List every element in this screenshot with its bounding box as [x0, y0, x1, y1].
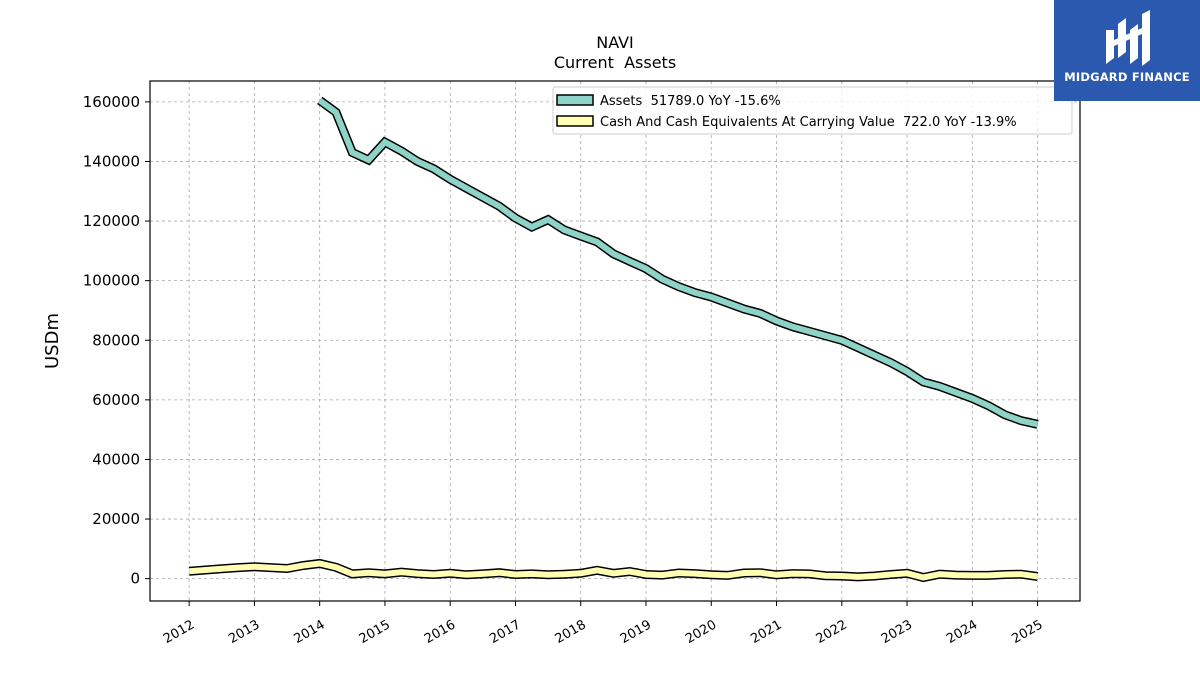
grid — [150, 81, 1080, 601]
chart-subtitle: Current Assets — [554, 53, 676, 72]
x-tick-label: 2017 — [487, 617, 523, 647]
legend: Assets 51789.0 YoY -15.6% Cash And Cash … — [552, 86, 1073, 135]
x-tick-label: 2013 — [226, 617, 262, 647]
chart-title: NAVI — [596, 33, 634, 52]
logo-text: MIDGARD FINANCE — [1064, 70, 1190, 84]
x-tick-label: 2025 — [1009, 617, 1045, 647]
series-line-0 — [317, 97, 1039, 428]
y-tick-label: 60000 — [92, 391, 140, 409]
y-tick-label: 80000 — [92, 331, 140, 349]
legend-label-cash: Cash And Cash Equivalents At Carrying Va… — [600, 115, 1017, 130]
x-tick-label: 2023 — [879, 617, 915, 647]
x-tick-label: 2022 — [814, 617, 850, 647]
legend-swatch-cash — [556, 115, 594, 127]
x-tick-label: 2014 — [292, 617, 328, 647]
x-tick-label: 2018 — [553, 617, 589, 647]
logo-mark-icon — [1106, 10, 1150, 66]
y-tick-label: 20000 — [92, 510, 140, 528]
midgard-finance-logo: MIDGARD FINANCE — [1054, 0, 1200, 101]
series-group — [188, 96, 1039, 583]
y-tick-label: 100000 — [83, 272, 140, 290]
x-tick-label: 2021 — [748, 617, 784, 647]
series-line-1 — [188, 560, 1039, 581]
y-tick-label: 0 — [130, 570, 140, 588]
x-tick-label: 2012 — [161, 617, 197, 647]
series-line-outline-0 — [317, 96, 1039, 429]
y-axis-label: USDm — [42, 313, 63, 369]
legend-label-assets: Assets 51789.0 YoY -15.6% — [600, 94, 781, 109]
x-tick-label: 2019 — [618, 617, 654, 647]
legend-box — [552, 86, 1073, 135]
legend-swatch-assets — [556, 94, 594, 106]
x-tick-label: 2020 — [683, 617, 719, 647]
y-tick-label: 120000 — [83, 212, 140, 230]
y-tick-label: 160000 — [83, 93, 140, 111]
y-tick-label: 40000 — [92, 450, 140, 468]
x-tick-label: 2024 — [944, 617, 980, 647]
x-tick-label: 2015 — [357, 617, 393, 647]
x-tick-label: 2016 — [422, 617, 458, 647]
plot-frame — [149, 80, 1081, 602]
y-tick-label: 140000 — [83, 152, 140, 170]
